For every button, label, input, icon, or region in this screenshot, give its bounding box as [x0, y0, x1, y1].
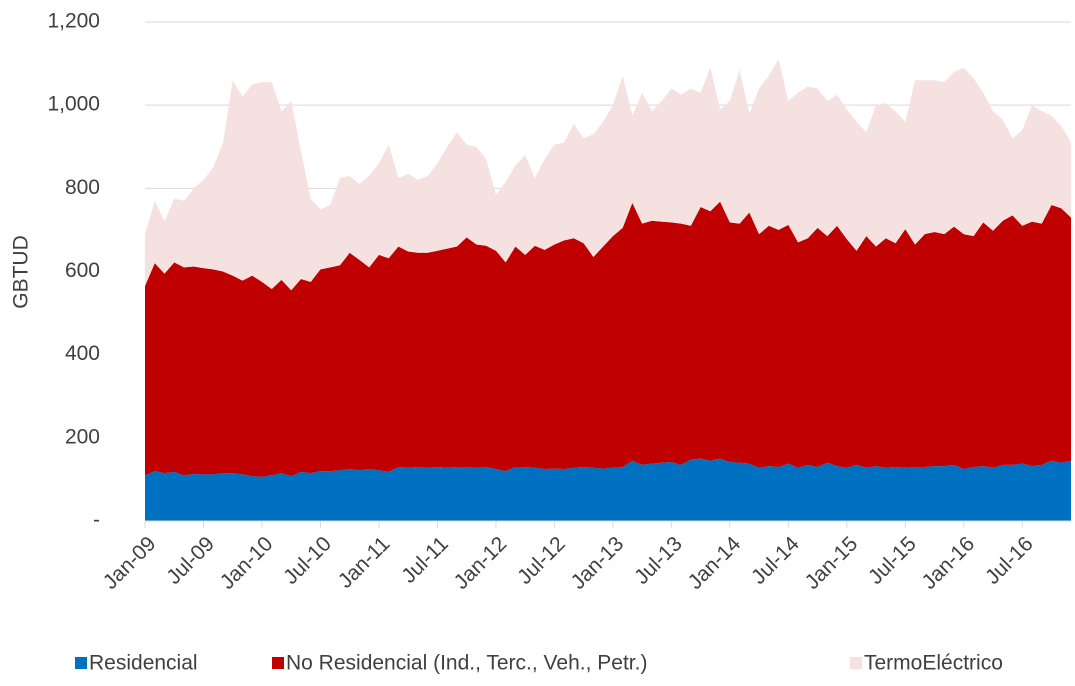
y-tick-label: 200 [65, 425, 100, 448]
legend-swatch [75, 657, 87, 669]
y-tick-label: 1,000 [47, 93, 100, 116]
x-tick-label: Jan-15 [801, 532, 863, 594]
x-tick-label: Jul-09 [162, 532, 219, 589]
x-tick-label: Jul-15 [864, 532, 921, 589]
x-tick-label: Jul-16 [981, 532, 1038, 589]
y-tick-label: 1,200 [47, 10, 100, 33]
legend-swatch [850, 657, 862, 669]
legend-label: Residencial [89, 652, 198, 675]
x-tick-label: Jul-10 [279, 532, 336, 589]
x-tick-label: Jan-14 [684, 532, 746, 594]
y-tick-label: - [93, 509, 100, 532]
y-tick-label: 600 [65, 259, 100, 282]
x-tick-label: Jul-12 [513, 532, 570, 589]
x-tick-label: Jan-13 [567, 532, 629, 594]
area [145, 458, 1071, 521]
legend-label: No Residencial (Ind., Terc., Veh., Petr.… [286, 652, 647, 675]
y-tick-label: 400 [65, 342, 100, 365]
legend-swatch [272, 657, 284, 669]
x-tick-label: Jul-13 [630, 532, 687, 589]
y-tick-label: 800 [65, 176, 100, 199]
x-tick-label: Jul-11 [397, 532, 453, 588]
x-tick-label: Jul-14 [747, 532, 804, 589]
legend-label: TermoEléctrico [864, 652, 1003, 675]
area [145, 59, 1071, 291]
x-tick-label: Jan-11 [334, 532, 395, 593]
x-tick-label: Jan-09 [99, 532, 161, 594]
y-axis-label: GBTUD [10, 235, 33, 309]
x-tick-label: Jan-10 [216, 532, 278, 594]
x-tick-label: Jan-12 [450, 532, 512, 594]
x-tick-label: Jan-16 [918, 532, 980, 594]
area [145, 201, 1071, 477]
